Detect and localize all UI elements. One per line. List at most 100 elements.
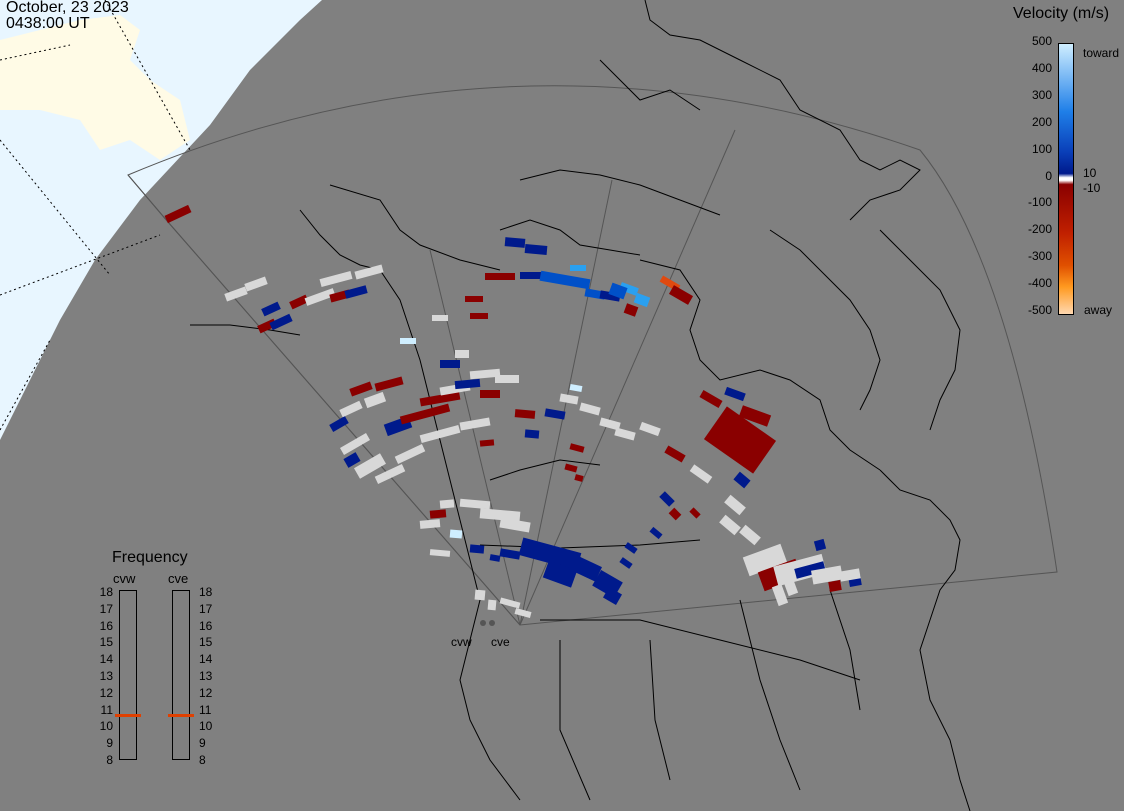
frequency-scale-label-left: 11 <box>100 702 113 717</box>
frequency-scale-label-right: 10 <box>199 719 213 734</box>
scatter-cell <box>664 445 686 463</box>
scatter-cell <box>699 390 723 408</box>
scatter-cell <box>568 554 602 582</box>
scatter-cell <box>489 554 501 562</box>
scatter-cell <box>742 543 788 577</box>
velocity-tick-label: -300 <box>1027 249 1052 264</box>
scatter-cell <box>374 464 406 484</box>
scatter-cell <box>703 406 777 474</box>
scatter-cell <box>514 409 536 419</box>
daylight-grid <box>0 0 191 431</box>
radar-label-cve: cve <box>491 635 510 649</box>
scatter-cell <box>619 282 639 296</box>
scatter-cell <box>440 360 460 368</box>
velocity-legend-title: Velocity (m/s) <box>1013 5 1110 22</box>
scatter-cell <box>599 417 621 431</box>
scatter-cell <box>269 313 293 331</box>
frequency-scale-label-right: 12 <box>199 685 213 700</box>
velocity-cells <box>164 204 862 618</box>
scatter-cell <box>474 589 486 601</box>
scatter-cell <box>813 538 827 552</box>
scatter-cell <box>639 421 661 437</box>
scatter-cell <box>339 400 363 418</box>
velocity-tick-label: 100 <box>1031 141 1052 156</box>
scatter-cell <box>343 452 361 468</box>
scatter-cell <box>633 292 651 308</box>
daylight-land <box>0 15 190 160</box>
scatter-cell <box>363 391 387 409</box>
scatter-cell <box>811 565 843 585</box>
frequency-scale-label-left: 9 <box>106 736 113 751</box>
toward-label: toward <box>1083 46 1120 60</box>
scatter-cell <box>504 237 526 248</box>
velocity-tick-label: 400 <box>1031 60 1052 75</box>
scatter-cell <box>733 471 751 489</box>
scatter-cell <box>465 296 483 302</box>
scatter-cell <box>459 498 491 510</box>
scatter-cell <box>689 507 701 519</box>
scatter-cell <box>579 402 601 416</box>
scatter-cell <box>542 560 578 588</box>
scatter-cell <box>470 313 488 319</box>
velocity-colorbar <box>1058 43 1074 315</box>
coastlines <box>190 0 971 811</box>
frequency-scale-label-right: 8 <box>199 753 206 767</box>
velocity-tick-label: -200 <box>1027 222 1052 237</box>
scatter-cell <box>739 524 761 546</box>
frequency-scale-label-left: 15 <box>99 635 113 650</box>
scatter-cell <box>164 204 192 224</box>
scatter-cell <box>349 381 373 397</box>
scatter-cell <box>469 544 485 554</box>
radar-label-cvw: cvw <box>451 635 472 649</box>
scatter-cell <box>479 439 495 447</box>
scatter-cell <box>329 416 349 432</box>
scatter-cell <box>374 376 404 392</box>
scatter-cell <box>429 549 451 557</box>
inner-tick-10: 10 <box>1083 166 1097 180</box>
frequency-scale-label-right: 17 <box>199 601 213 616</box>
scatter-cell <box>624 542 638 554</box>
scatter-cell <box>518 537 582 571</box>
frequency-scale-label-right: 9 <box>199 736 206 751</box>
frequency-scale-label-left: 10 <box>99 719 113 734</box>
scatter-cell <box>659 491 675 507</box>
frequency-scale-label-left: 16 <box>99 618 113 633</box>
scatter-cell <box>499 548 521 560</box>
frequency-legend-title: Frequency <box>112 549 188 566</box>
away-label: away <box>1084 303 1113 317</box>
frequency-marker-cve <box>168 713 194 717</box>
scatter-cell <box>608 282 628 300</box>
frequency-scale-label-right: 11 <box>199 702 212 717</box>
scatter-cell <box>564 463 578 473</box>
scatter-cell <box>520 272 544 279</box>
date-label: October, 23 2023 <box>6 0 129 16</box>
frequency-scale-label-left: 8 <box>106 753 113 767</box>
scatter-cell <box>244 276 268 292</box>
scatter-cell <box>344 285 368 299</box>
scatter-cell <box>771 583 789 607</box>
scatter-cell <box>354 453 386 479</box>
scatter-cell <box>569 443 585 453</box>
velocity-tick-label: 0 <box>1045 168 1052 183</box>
scatter-cell <box>419 519 441 529</box>
frequency-marker-cvw <box>115 713 141 717</box>
scatter-cell <box>559 393 579 405</box>
scatter-cell <box>454 378 481 390</box>
velocity-tick-label: 500 <box>1031 34 1052 48</box>
frequency-scale-label-left: 18 <box>99 585 113 599</box>
scatter-cell <box>569 384 583 392</box>
scatter-cell <box>304 288 336 306</box>
scatter-cell <box>719 514 741 536</box>
scatter-cell <box>449 529 463 539</box>
scatter-cell <box>828 580 842 592</box>
scatter-cell <box>495 375 519 383</box>
scatter-cell <box>479 508 521 522</box>
scatter-cell <box>394 444 426 464</box>
scatter-cell <box>689 464 713 484</box>
frequency-scale-label-right: 18 <box>199 585 213 599</box>
scatter-cell <box>480 390 500 398</box>
scatter-cell <box>399 403 451 425</box>
scatter-cell <box>459 417 491 431</box>
